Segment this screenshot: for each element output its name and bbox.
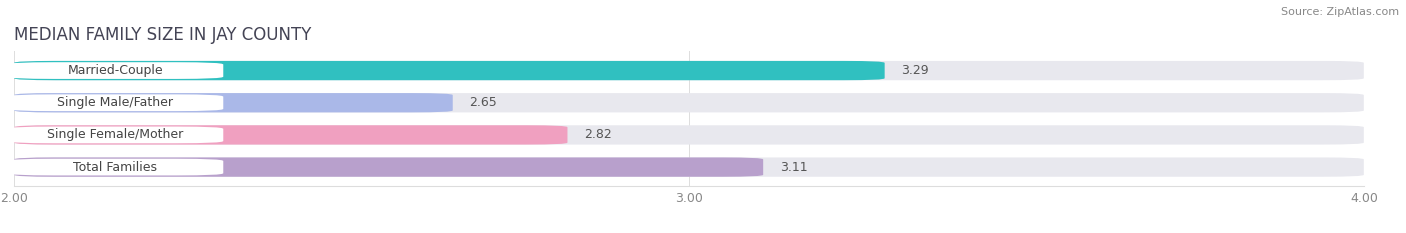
FancyBboxPatch shape: [14, 158, 1364, 177]
Text: Single Female/Mother: Single Female/Mother: [48, 128, 183, 141]
Text: Single Male/Father: Single Male/Father: [58, 96, 173, 109]
Text: 2.82: 2.82: [585, 128, 612, 141]
FancyBboxPatch shape: [7, 94, 224, 111]
Text: Married-Couple: Married-Couple: [67, 64, 163, 77]
Text: 2.65: 2.65: [470, 96, 498, 109]
Text: MEDIAN FAMILY SIZE IN JAY COUNTY: MEDIAN FAMILY SIZE IN JAY COUNTY: [14, 26, 312, 44]
Text: Source: ZipAtlas.com: Source: ZipAtlas.com: [1281, 7, 1399, 17]
Text: 3.11: 3.11: [780, 161, 807, 174]
FancyBboxPatch shape: [14, 61, 1364, 80]
FancyBboxPatch shape: [14, 125, 568, 144]
FancyBboxPatch shape: [7, 127, 224, 143]
FancyBboxPatch shape: [14, 61, 884, 80]
FancyBboxPatch shape: [14, 93, 453, 112]
FancyBboxPatch shape: [14, 158, 763, 177]
FancyBboxPatch shape: [7, 159, 224, 175]
Text: Total Families: Total Families: [73, 161, 157, 174]
FancyBboxPatch shape: [7, 62, 224, 79]
FancyBboxPatch shape: [14, 125, 1364, 144]
FancyBboxPatch shape: [14, 93, 1364, 112]
Text: 3.29: 3.29: [901, 64, 929, 77]
